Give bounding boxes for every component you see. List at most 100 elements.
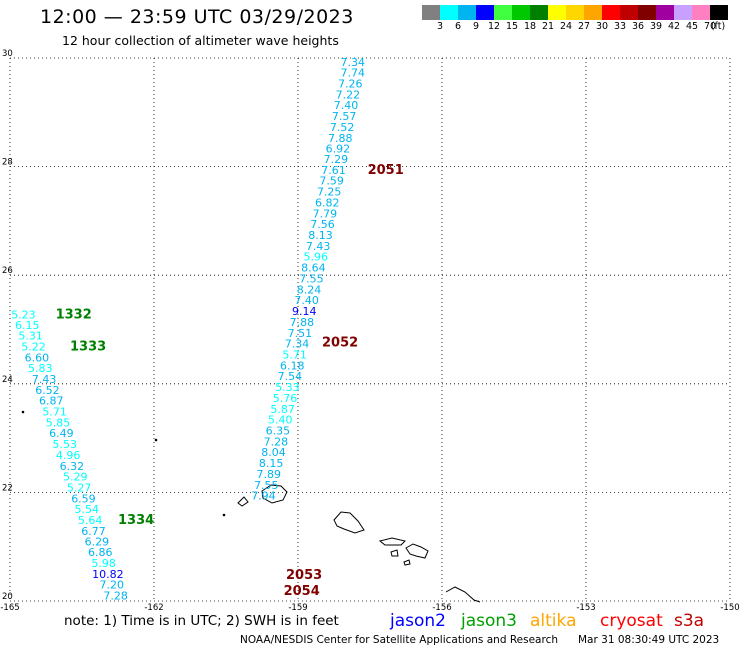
wave-height-label: 4.96	[56, 449, 81, 462]
scale-label: 21	[541, 21, 555, 32]
wave-height-label: 7.55	[254, 479, 279, 492]
scale-swatch	[422, 5, 440, 20]
satellite-jason3: jason3	[461, 611, 517, 631]
scale-swatch	[620, 5, 638, 20]
wave-height-label: 5.96	[304, 251, 329, 264]
wave-height-label: 5.71	[282, 348, 307, 361]
island-hawaii	[445, 586, 481, 603]
scale-swatch	[566, 5, 584, 20]
pass-time-label: 2051	[368, 163, 404, 178]
wave-height-label: 7.79	[313, 207, 338, 220]
wave-height-label: 6.86	[88, 546, 113, 559]
scale-swatch	[602, 5, 620, 20]
scale-label: 27	[577, 21, 591, 32]
wave-height-label: 6.60	[25, 352, 50, 365]
wave-height-label: 5.22	[21, 340, 46, 353]
island-niihau	[237, 496, 249, 507]
track-west: 5.236.155.315.226.605.837.436.526.875.71…	[11, 308, 128, 602]
wave-height-label: 7.34	[340, 56, 365, 69]
lon-tick-label: -162	[144, 603, 163, 613]
pass-time-label: 1332	[56, 307, 92, 322]
scale-swatch	[674, 5, 692, 20]
pass-time-label: 2053	[286, 568, 322, 583]
wave-height-label: 7.29	[324, 153, 349, 166]
scale-label: 9	[472, 21, 480, 32]
scale-swatch	[656, 5, 674, 20]
scale-label: 70	[703, 21, 717, 32]
wave-height-label: 7.61	[321, 164, 346, 177]
satellite-s3a: s3a	[674, 611, 705, 631]
wave-height-label: 5.83	[28, 362, 53, 375]
wave-height-label: 7.88	[328, 132, 353, 145]
wave-height-label: 6.87	[39, 395, 64, 408]
lat-tick-label: 30	[2, 49, 13, 59]
scale-label: 18	[523, 21, 537, 32]
wave-height-label: 5.71	[42, 405, 67, 418]
wave-height-label: 7.40	[294, 294, 319, 307]
wave-height-label: 5.29	[63, 471, 88, 484]
wave-height-label: 5.98	[91, 557, 116, 570]
scale-swatch	[638, 5, 656, 20]
wave-height-label: 7.52	[330, 121, 355, 134]
pass-time-label: 1334	[118, 513, 154, 528]
color-scale-labels: 3 6 9 12 15 18 21 24 27 30 33 36 39 42 45 70 (ft)	[422, 21, 728, 35]
island-oahu	[333, 511, 365, 534]
island-kauai	[261, 484, 288, 504]
wave-height-label: 8.15	[259, 457, 284, 470]
scale-swatch	[548, 5, 566, 20]
track-east: 7.347.747.267.227.407.577.527.886.927.29…	[251, 56, 365, 503]
wave-height-label: 7.51	[288, 327, 313, 340]
map-grid	[9, 57, 731, 602]
scale-label: 3	[436, 21, 444, 32]
pass-time-label: 1333	[70, 339, 106, 354]
units-note: note: 1) Time is in UTC; 2) SWH is in fe…	[64, 613, 339, 629]
wave-height-label: 7.74	[340, 67, 365, 80]
scale-label: 30	[595, 21, 609, 32]
wave-height-label: 8.24	[297, 283, 322, 296]
pass-time-label: 2054	[284, 584, 320, 599]
scale-label: 42	[667, 21, 681, 32]
scale-swatch	[512, 5, 530, 20]
footer-credit: NOAA/NESDIS Center for Satellite Applica…	[240, 634, 558, 646]
wave-height-label: 7.40	[334, 99, 359, 112]
satellite-cryosat: cryosat	[600, 611, 663, 631]
wave-height-label: 5.76	[273, 392, 298, 405]
wave-height-label: 7.89	[256, 468, 281, 481]
wave-height-label: 6.77	[81, 525, 106, 538]
wave-height-label: 6.35	[266, 424, 291, 437]
wave-height-label: 5.40	[268, 414, 293, 427]
scale-label: 36	[631, 21, 645, 32]
footer-timestamp: Mar 31 08:30:49 UTC 2023	[578, 634, 720, 646]
wave-height-label: 7.28	[264, 435, 289, 448]
wave-height-label: 5.64	[78, 514, 103, 527]
scale-swatch	[530, 5, 548, 20]
color-scale-swatches	[422, 5, 728, 20]
pass-time-label: 2052	[322, 336, 358, 351]
lon-tick-label: -159	[288, 603, 307, 613]
wave-height-label: 7.54	[278, 370, 303, 383]
axis-tick-labels: -165 -162 -159 -156 -153 -150 20 22 24 26 28 30	[0, 49, 739, 613]
scale-label: 6	[454, 21, 462, 32]
wave-height-label: 7.56	[310, 218, 335, 231]
scale-label: 12	[487, 21, 501, 32]
map-subtitle: 12 hour collection of altimeter wave hei…	[62, 33, 339, 48]
wave-height-label: 10.82	[92, 568, 124, 581]
wave-height-label: 7.28	[103, 590, 128, 603]
wave-height-label: 5.85	[46, 416, 71, 429]
wave-height-label: 7.43	[32, 373, 57, 386]
wave-height-label: 7.55	[299, 272, 324, 285]
wave-height-label: 6.29	[85, 535, 110, 548]
scale-swatch	[494, 5, 512, 20]
island-maui	[405, 543, 429, 559]
wave-height-label: 7.26	[338, 78, 363, 91]
wave-height-label: 7.25	[317, 186, 342, 199]
wave-height-label: 9.14	[292, 305, 317, 318]
wave-height-label: 7.59	[319, 175, 344, 188]
wave-height-label: 7.57	[332, 110, 357, 123]
wave-height-label: 6.32	[60, 460, 85, 473]
wave-height-label: 7.20	[100, 579, 125, 592]
wave-height-label: 7.88	[290, 316, 315, 329]
lat-tick-label: 26	[2, 266, 13, 276]
